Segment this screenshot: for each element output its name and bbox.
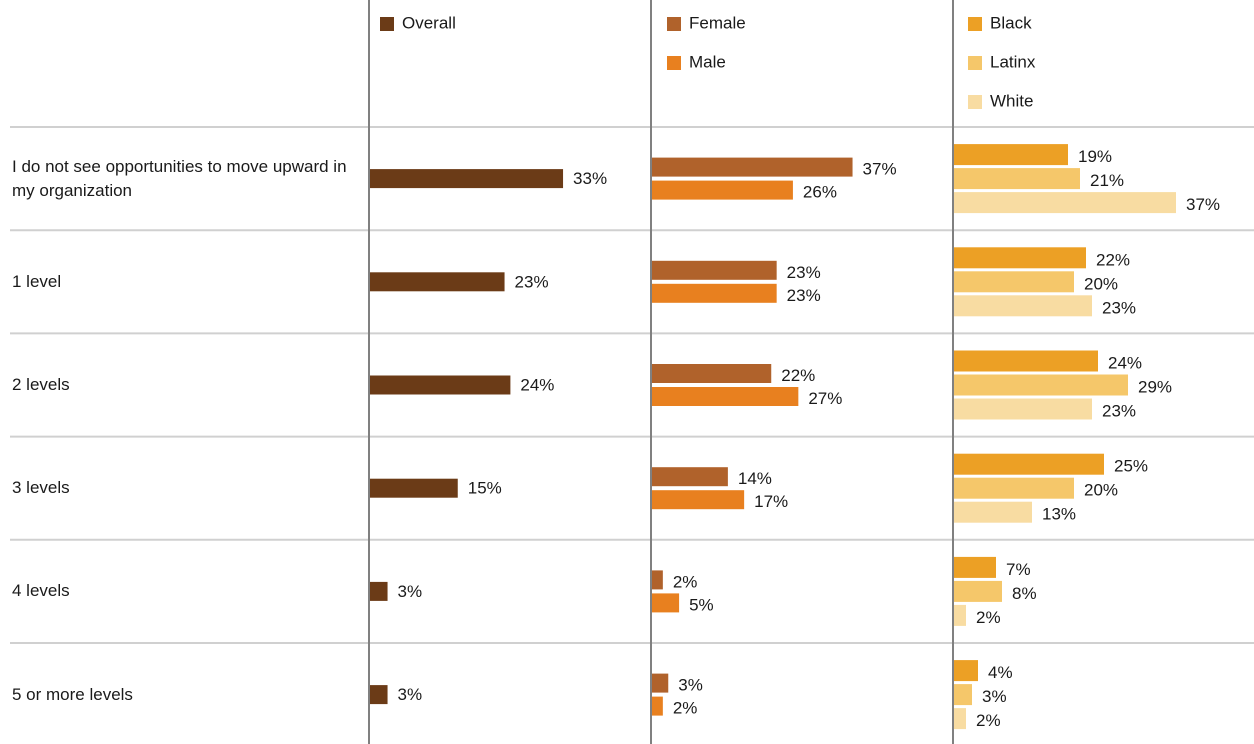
bar — [954, 708, 966, 730]
value-label: 3% — [678, 676, 703, 695]
bar — [652, 467, 728, 487]
bar — [370, 375, 511, 395]
bar — [954, 660, 978, 682]
legend-swatch — [380, 17, 394, 31]
value-label: 2% — [976, 711, 1001, 730]
value-label: 24% — [1108, 353, 1142, 372]
legend-swatch — [968, 95, 982, 109]
category-label: 3 levels — [12, 478, 70, 498]
bar — [370, 169, 564, 189]
value-label: 20% — [1084, 481, 1118, 500]
bar — [954, 271, 1074, 293]
bar — [652, 673, 669, 693]
bar — [652, 283, 777, 303]
category-label-box: 3 levels — [12, 478, 70, 498]
category-label-box: 4 levels — [12, 581, 70, 601]
category-label: I do not see opportunities to move upwar… — [12, 156, 347, 200]
bar — [370, 478, 458, 498]
value-label: 25% — [1114, 457, 1148, 476]
value-label: 3% — [398, 685, 423, 704]
value-label: 3% — [982, 687, 1007, 706]
category-label-box: I do not see opportunities to move upwar… — [12, 156, 347, 200]
bar — [652, 570, 663, 590]
bar — [370, 581, 388, 601]
bar — [370, 272, 505, 292]
value-label: 24% — [520, 375, 554, 394]
value-label: 23% — [787, 263, 821, 282]
value-label: 4% — [988, 663, 1013, 682]
value-label: 17% — [754, 492, 788, 511]
category-label-box: 2 levels — [12, 374, 70, 394]
bar — [954, 580, 1002, 602]
bar — [954, 684, 972, 706]
legend-swatch — [968, 56, 982, 70]
bar — [652, 387, 799, 406]
value-label: 23% — [1102, 401, 1136, 420]
bar — [954, 192, 1176, 214]
bar — [954, 247, 1086, 269]
bar — [954, 168, 1080, 190]
value-label: 3% — [398, 582, 423, 601]
value-label: 37% — [863, 160, 897, 179]
category-label-box: 5 or more levels — [12, 684, 133, 704]
category-label-box: 1 level — [12, 271, 62, 291]
value-label: 21% — [1090, 171, 1124, 190]
value-label: 37% — [1186, 195, 1220, 214]
legend-label: Black — [990, 13, 1032, 32]
value-label: 8% — [1012, 584, 1037, 603]
bar — [370, 685, 388, 705]
legend-swatch — [968, 17, 982, 31]
legend-swatch — [667, 56, 681, 70]
bar — [652, 260, 777, 280]
value-label: 23% — [515, 272, 549, 291]
legend-label: Female — [689, 13, 746, 32]
bar — [652, 696, 663, 716]
value-label: 2% — [673, 699, 698, 718]
value-label: 14% — [738, 469, 772, 488]
bar — [954, 477, 1074, 499]
legend-label: Male — [689, 52, 726, 71]
legend-label: Overall — [402, 13, 456, 32]
value-label: 5% — [689, 595, 714, 614]
bar — [954, 556, 996, 578]
value-label: 2% — [673, 572, 698, 591]
value-label: 22% — [781, 366, 815, 385]
legend-label: Latinx — [990, 52, 1036, 71]
bar — [954, 398, 1092, 420]
bar — [954, 453, 1104, 475]
value-label: 22% — [1096, 250, 1130, 269]
category-label: 4 levels — [12, 581, 70, 601]
category-label: 2 levels — [12, 374, 70, 394]
bar — [954, 144, 1068, 166]
value-label: 26% — [803, 183, 837, 202]
legend-swatch — [667, 17, 681, 31]
value-label: 29% — [1138, 377, 1172, 396]
value-label: 19% — [1078, 147, 1112, 166]
value-label: 23% — [787, 286, 821, 305]
bar — [954, 374, 1128, 396]
value-label: 27% — [808, 389, 842, 408]
bar — [652, 364, 772, 383]
value-label: 7% — [1006, 560, 1031, 579]
bar — [954, 501, 1032, 523]
value-label: 2% — [976, 608, 1001, 627]
category-label: 5 or more levels — [12, 684, 133, 704]
value-label: 13% — [1042, 505, 1076, 524]
bar — [652, 593, 680, 613]
bar — [652, 157, 853, 177]
bar — [652, 180, 793, 200]
bar — [954, 295, 1092, 317]
bar — [954, 604, 966, 626]
bar — [954, 350, 1098, 372]
bar — [652, 490, 745, 510]
value-label: 33% — [573, 169, 607, 188]
legend-label: White — [990, 91, 1033, 110]
value-label: 15% — [468, 479, 502, 498]
value-label: 23% — [1102, 298, 1136, 317]
category-label: 1 level — [12, 271, 62, 291]
value-label: 20% — [1084, 274, 1118, 293]
